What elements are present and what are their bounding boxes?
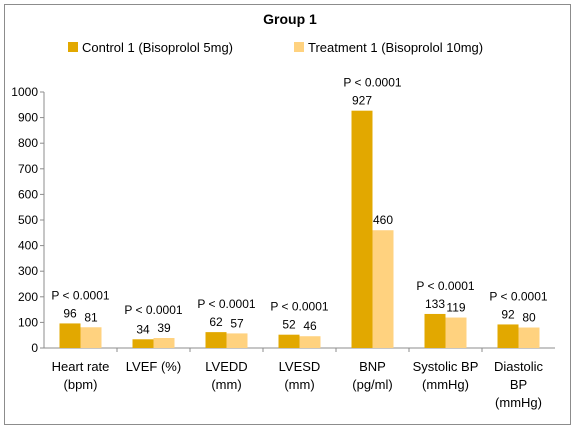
y-tick-label: 300 — [18, 264, 38, 278]
data-label: 46 — [303, 319, 317, 333]
data-label: 927 — [352, 94, 372, 108]
data-label: 57 — [230, 316, 244, 330]
bar-treatment — [153, 338, 175, 348]
x-tick-label: LVESD — [279, 359, 321, 374]
p-value-annotation: P < 0.0001 — [343, 76, 401, 90]
data-label: 96 — [63, 306, 77, 320]
p-value-annotation: P < 0.0001 — [197, 297, 255, 311]
x-tick-label: (bpm) — [64, 377, 98, 392]
chart-frame — [4, 4, 571, 425]
data-label: 62 — [209, 315, 223, 329]
bar-control — [132, 339, 154, 348]
bar-control — [424, 313, 446, 348]
bar-control — [205, 332, 227, 348]
p-value-annotation: P < 0.0001 — [124, 303, 182, 317]
x-tick-label: BP — [510, 377, 527, 392]
bar-treatment — [518, 327, 540, 348]
y-tick-label: 700 — [18, 162, 38, 176]
data-label: 460 — [373, 213, 393, 227]
legend: Control 1 (Bisoprolol 5mg) Treatment 1 (… — [68, 40, 483, 55]
bar-treatment — [80, 327, 102, 348]
data-label: 80 — [522, 311, 536, 325]
bar-treatment — [445, 317, 467, 348]
x-tick-label: (mm) — [211, 377, 241, 392]
y-tick-label: 0 — [31, 341, 38, 355]
p-value-annotation: P < 0.0001 — [270, 300, 328, 314]
p-value-annotation: P < 0.0001 — [416, 279, 474, 293]
y-tick-label: 200 — [18, 290, 38, 304]
legend-label-control: Control 1 (Bisoprolol 5mg) — [82, 40, 233, 55]
x-tick-label: (mmHg) — [495, 395, 542, 410]
bars — [59, 110, 540, 348]
y-tick-label: 900 — [18, 111, 38, 125]
legend-label-treatment: Treatment 1 (Bisoprolol 10mg) — [308, 40, 483, 55]
data-label: 81 — [84, 310, 98, 324]
data-label: 39 — [157, 321, 171, 335]
data-label: 119 — [446, 301, 465, 315]
data-label: 133 — [425, 297, 445, 311]
data-label: 52 — [282, 318, 296, 332]
data-label: 92 — [501, 307, 515, 321]
bar-control — [497, 324, 519, 348]
chart-title: Group 1 — [263, 11, 317, 27]
x-tick-label: (mm) — [284, 377, 314, 392]
bar-treatment — [299, 336, 321, 348]
x-tick-label: Systolic BP — [413, 359, 479, 374]
x-tick-label: LVEDD — [205, 359, 247, 374]
x-tick-label: (mmHg) — [422, 377, 469, 392]
y-tick-label: 400 — [18, 239, 38, 253]
bar-treatment — [226, 333, 248, 348]
data-label: 34 — [136, 322, 150, 336]
axes: 0 100 200 300 400 500 600 700 800 900 1000 Heart ra… — [11, 85, 555, 410]
legend-swatch-treatment — [294, 42, 304, 52]
x-tick-label: Heart rate — [52, 359, 110, 374]
x-tick-label: (pg/ml) — [352, 377, 392, 392]
legend-swatch-control — [68, 42, 78, 52]
y-tick-label: 100 — [18, 315, 38, 329]
p-value-annotation: P < 0.0001 — [489, 289, 547, 303]
x-tick-label: Diastolic — [494, 359, 544, 374]
bar-control — [351, 110, 373, 348]
x-tick-label: LVEF (%) — [126, 359, 181, 374]
bar-control — [59, 323, 81, 348]
bar-control — [278, 334, 300, 348]
bar-treatment — [372, 230, 394, 348]
x-tick-label: BNP — [359, 359, 386, 374]
y-tick-label: 1000 — [11, 85, 38, 99]
y-tick-label: 800 — [18, 136, 38, 150]
y-tick-label: 500 — [18, 213, 38, 227]
data-labels: 96 81 P < 0.0001 34 39 P < 0.0001 62 57 P < 0.00… — [51, 76, 547, 337]
p-value-annotation: P < 0.0001 — [51, 288, 109, 302]
y-tick-label: 600 — [18, 187, 38, 201]
